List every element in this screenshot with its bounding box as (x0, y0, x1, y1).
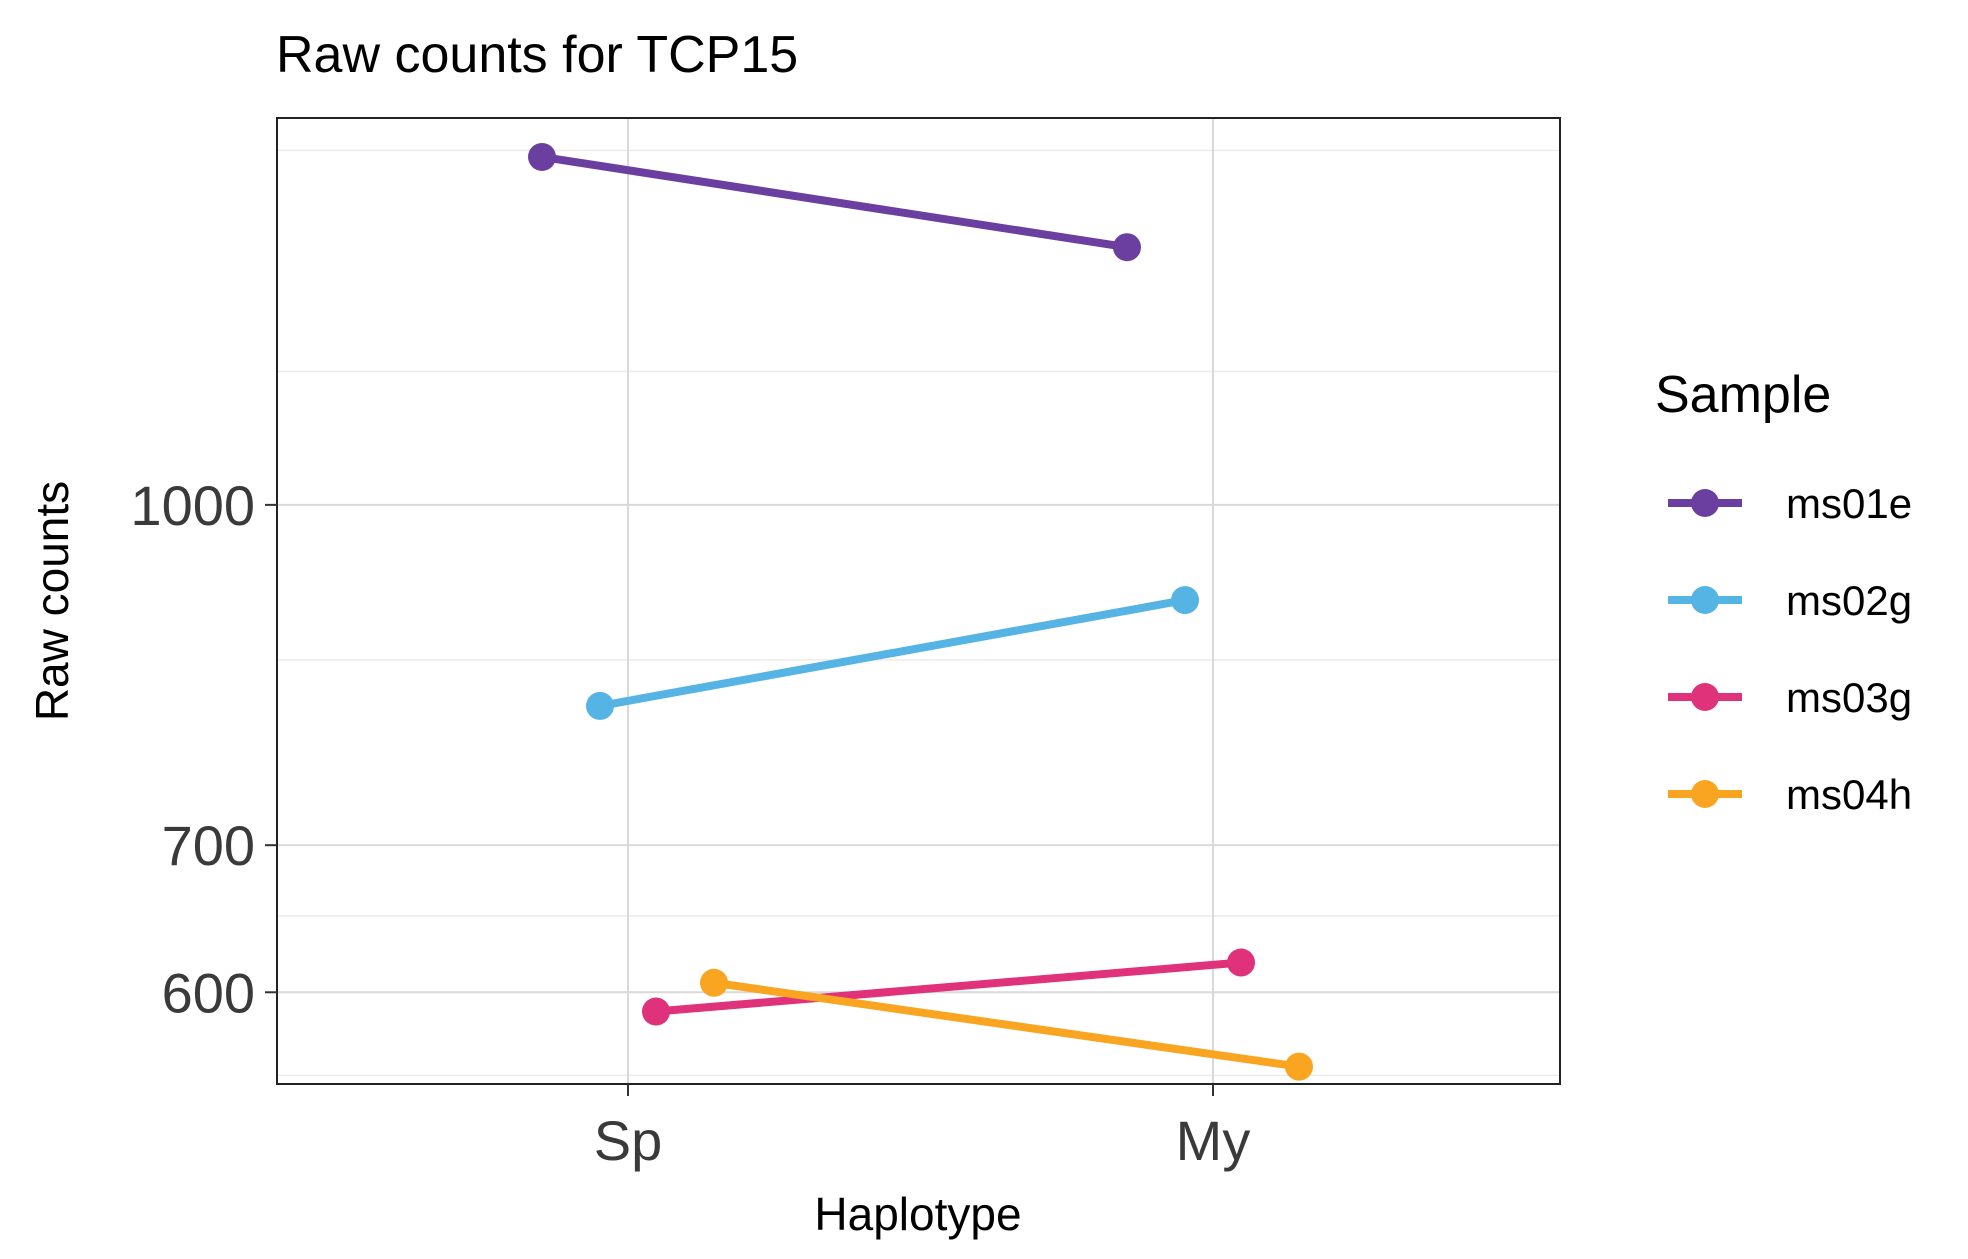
legend-label-ms02g: ms02g (1786, 577, 1912, 624)
legend: Sample ms01e ms02g ms03g ms04h (1655, 366, 1912, 818)
data-point-ms03g-Sp (642, 997, 670, 1026)
data-point-ms01e-Sp (528, 142, 556, 171)
data-point-ms04h-My (1285, 1052, 1313, 1081)
legend-key-point-ms04h (1691, 780, 1719, 808)
legend-label-ms04h: ms04h (1786, 771, 1912, 818)
y-axis-title: Raw counts (26, 481, 78, 721)
x-tick-label: Sp (594, 1109, 663, 1172)
y-tick-label: 1000 (130, 474, 255, 537)
x-tick-label: My (1176, 1109, 1251, 1172)
legend-label-ms01e: ms01e (1786, 480, 1912, 527)
legend-title: Sample (1655, 366, 1831, 424)
data-point-ms02g-Sp (586, 691, 614, 720)
legend-key-point-ms01e (1691, 489, 1719, 517)
series-line-ms03g (652, 958, 1245, 1016)
plot-panel-border (276, 117, 1561, 1085)
data-point-ms01e-My (1113, 233, 1141, 262)
data-point-ms03g-My (1227, 948, 1255, 977)
legend-key-point-ms03g (1691, 683, 1719, 711)
chart-title: Raw counts for TCP15 (276, 26, 798, 84)
grid (277, 118, 1560, 1084)
series-line-ms04h (710, 978, 1303, 1071)
data-point-ms02g-My (1171, 586, 1199, 615)
data-point-ms04h-Sp (700, 968, 728, 997)
series-layer (528, 142, 1313, 1081)
series-line-ms01e (538, 152, 1131, 252)
legend-key-point-ms02g (1691, 586, 1719, 614)
y-tick-label: 700 (162, 814, 255, 877)
axes: 600 700 1000 Sp My (130, 474, 1250, 1172)
legend-label-ms03g: ms03g (1786, 674, 1912, 721)
series-line-ms02g (596, 596, 1189, 710)
y-tick-label: 600 (162, 961, 255, 1024)
x-axis-title: Haplotype (814, 1188, 1021, 1240)
